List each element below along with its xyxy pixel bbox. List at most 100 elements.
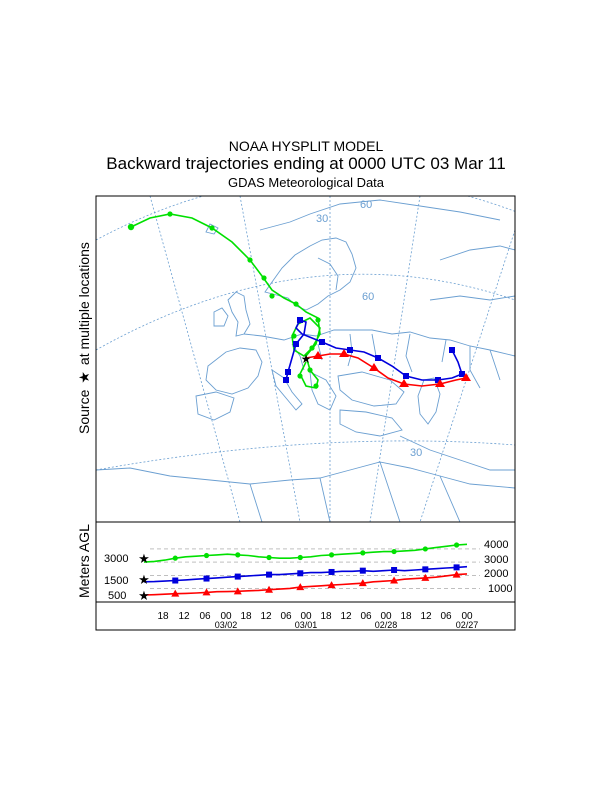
map-marker-3000m xyxy=(209,225,215,231)
hour-tick: 00 xyxy=(300,611,312,622)
height-marker-500m xyxy=(233,587,242,595)
right-axis-ticks: 4000 3000 2000 1000 xyxy=(484,539,512,595)
source-height-star-icon: ★ xyxy=(138,551,150,566)
great-britain xyxy=(227,291,251,337)
height-series xyxy=(143,542,468,597)
ireland xyxy=(213,307,229,327)
map-marker-500m xyxy=(369,363,379,371)
map-marker-3000m xyxy=(127,223,135,231)
hour-tick: 12 xyxy=(340,611,352,622)
height-marker-1500m xyxy=(453,564,460,571)
date-label: 03/02 xyxy=(215,620,238,630)
hour-tick: 06 xyxy=(280,611,292,622)
arctic-coast xyxy=(259,199,501,231)
graticule-label-3: 60 xyxy=(360,199,372,211)
map-marker-1500m xyxy=(293,341,299,347)
map-marker-1500m xyxy=(459,371,465,377)
source-height-star-icon: ★ xyxy=(138,588,150,603)
height-marker-3000m xyxy=(391,548,397,555)
hour-tick: 12 xyxy=(260,611,272,622)
map-content: 30 60 60 30 xyxy=(96,196,515,522)
anatolia xyxy=(339,409,403,437)
map-markers xyxy=(127,211,471,389)
source-height-star-icon: ★ xyxy=(138,572,150,587)
height-marker-3000m xyxy=(360,550,366,556)
map-marker-3000m xyxy=(293,301,299,307)
height-marker-3000m xyxy=(172,555,178,561)
source-height-label-500: 500 xyxy=(108,590,126,602)
map-marker-500m xyxy=(435,379,445,387)
height-line-3000m xyxy=(143,543,468,563)
height-marker-3000m xyxy=(297,554,303,561)
trajectory-title: Backward trajectories ending at 0000 UTC… xyxy=(106,154,506,173)
hour-tick: 18 xyxy=(157,611,169,622)
graticule-meridian-4 xyxy=(369,196,421,522)
european-plain-coast xyxy=(243,329,515,357)
height-marker-1500m xyxy=(203,575,210,582)
met-data-title: GDAS Meteorological Data xyxy=(227,175,385,190)
height-line-500m xyxy=(143,573,468,596)
baltic-sea-coast xyxy=(317,257,339,291)
graticule-meridian-1 xyxy=(149,196,241,522)
height-marker-500m xyxy=(265,585,274,593)
source-height-label-1500: 1500 xyxy=(104,575,128,587)
date-label: 02/28 xyxy=(375,620,398,630)
graticule-label-1: 30 xyxy=(316,213,328,225)
map-marker-1500m xyxy=(347,347,353,353)
height-marker-500m xyxy=(358,579,367,587)
hour-tick: 00 xyxy=(461,611,473,622)
hour-tick: 18 xyxy=(400,611,412,622)
africa-borders xyxy=(249,461,461,522)
height-marker-500m xyxy=(421,573,430,581)
date-label: 03/01 xyxy=(295,620,318,630)
map-marker-3000m xyxy=(247,257,253,263)
height-marker-1500m xyxy=(297,570,304,577)
iberian-peninsula xyxy=(195,391,235,421)
height-marker-3000m xyxy=(203,552,210,559)
date-label: 02/27 xyxy=(456,620,479,630)
russia-north-coast xyxy=(429,245,515,301)
height-marker-1500m xyxy=(234,573,241,580)
map-marker-500m xyxy=(313,351,323,359)
hour-tick: 06 xyxy=(199,611,211,622)
map-marker-3000m xyxy=(167,211,173,217)
map-marker-1500m xyxy=(285,369,291,375)
map-marker-1500m xyxy=(297,317,303,323)
hour-tick: 00 xyxy=(220,611,232,622)
hour-tick: 00 xyxy=(380,611,392,622)
map-marker-3000m xyxy=(309,345,315,351)
height-marker-1500m xyxy=(172,577,179,584)
height-marker-3000m xyxy=(266,554,272,561)
height-marker-500m xyxy=(327,581,336,589)
height-marker-1500m xyxy=(328,568,335,575)
hour-tick: 18 xyxy=(240,611,252,622)
map-markers-1500m xyxy=(283,317,465,383)
date-labels: 03/02 03/01 02/28 02/27 xyxy=(215,620,479,630)
map-marker-1500m xyxy=(319,339,325,345)
source-height-stars: ★ ★ ★ xyxy=(138,551,150,603)
map-marker-1500m xyxy=(375,355,381,361)
hour-ticks: 18 12 06 00 18 12 06 00 18 12 06 00 18 1… xyxy=(157,611,473,622)
middle-east-coast xyxy=(399,435,515,471)
hour-tick: 06 xyxy=(440,611,452,622)
map-markers-500m xyxy=(313,349,471,387)
graticule-lat-30-north xyxy=(96,196,515,241)
hour-tick: 18 xyxy=(320,611,332,622)
map-marker-500m xyxy=(461,373,471,381)
height-marker-3000m xyxy=(328,552,335,558)
map-marker-1500m xyxy=(403,373,409,379)
model-title: NOAA HYSPLIT MODEL xyxy=(228,138,384,154)
hour-tick: 06 xyxy=(360,611,372,622)
height-marker-500m xyxy=(202,588,211,596)
height-panel: 3000 1500 500 ★ ★ ★ 4000 3000 2000 1000 xyxy=(95,521,516,603)
height-marker-500m xyxy=(390,576,399,584)
time-axis: 18 12 06 00 18 12 06 00 18 12 06 00 18 1… xyxy=(95,601,516,631)
map-marker-1500m xyxy=(449,347,455,353)
hour-tick: 12 xyxy=(420,611,432,622)
map-markers-3000m xyxy=(127,211,321,389)
right-axis-tick-1000: 1000 xyxy=(488,583,512,595)
hour-tick: 12 xyxy=(178,611,190,622)
graticule-label-4: 30 xyxy=(410,447,422,459)
height-marker-500m xyxy=(296,583,305,591)
